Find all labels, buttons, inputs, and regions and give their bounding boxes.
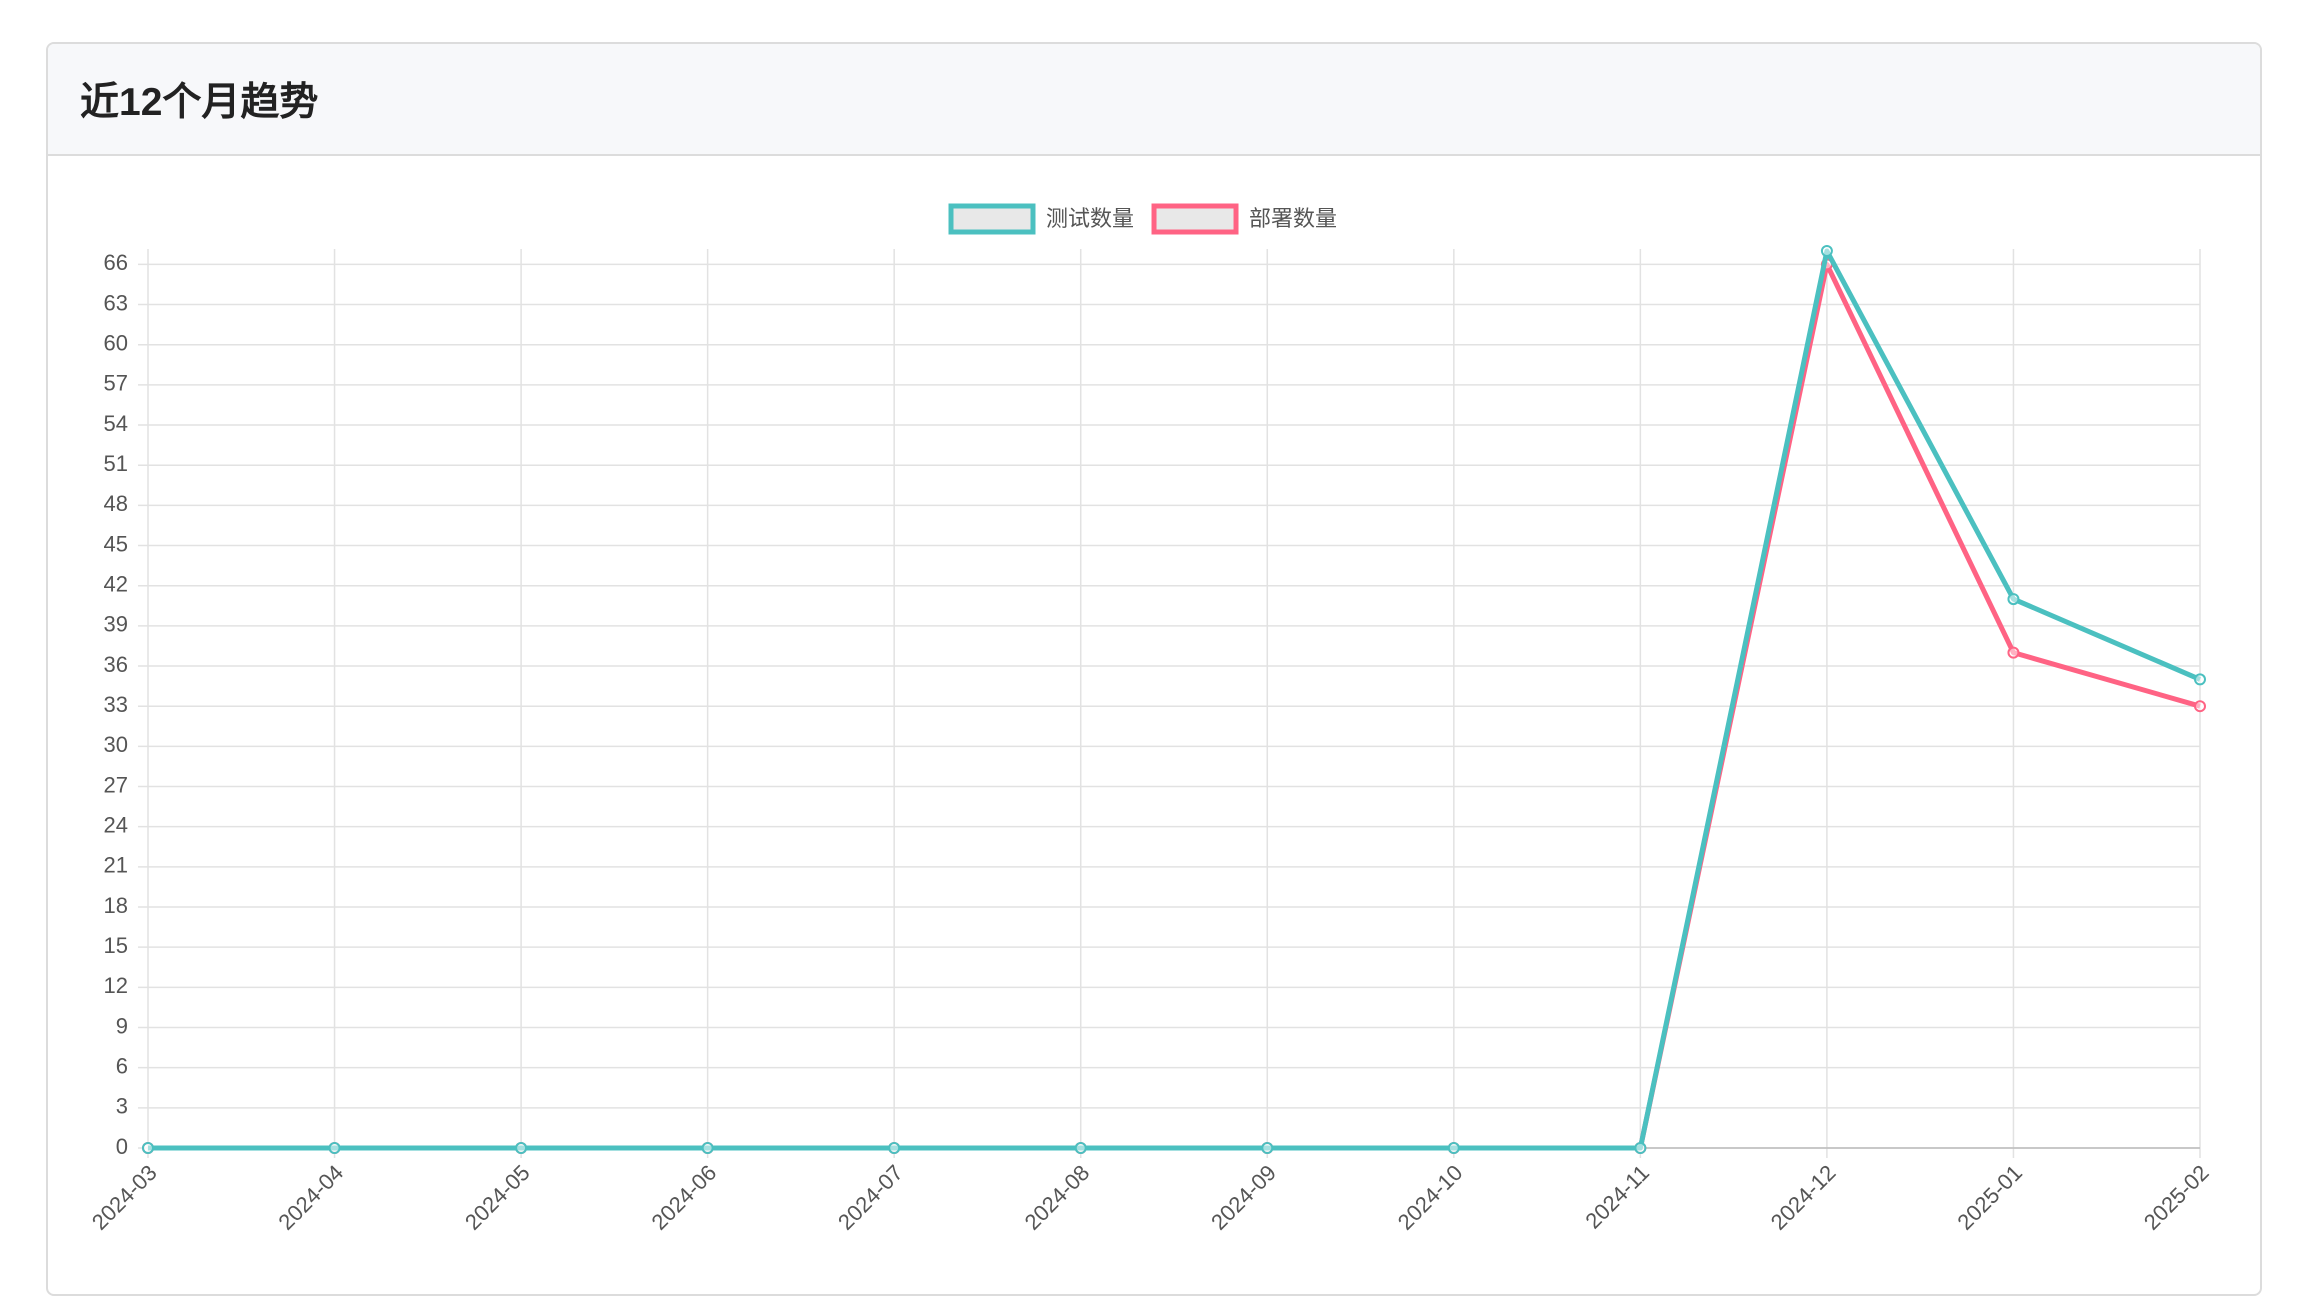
y-tick-label: 6 [116, 1053, 128, 1078]
point [1261, 1142, 1274, 1154]
y-tick-label: 9 [116, 1013, 128, 1038]
y-tick-label: 30 [104, 732, 128, 757]
y-tick-label: 15 [104, 933, 128, 958]
point [1820, 245, 1833, 257]
point [2194, 673, 2206, 686]
y-tick-label: 66 [104, 250, 128, 275]
point [328, 1142, 341, 1154]
x-tick-label: 2024-12 [1766, 1160, 1841, 1235]
y-tick-label: 21 [104, 853, 128, 878]
point [701, 1142, 714, 1154]
y-tick-label: 42 [104, 572, 128, 597]
x-tick-label: 2024-08 [1020, 1160, 1095, 1235]
y-tick-label: 3 [116, 1094, 128, 1119]
point [888, 1142, 901, 1154]
y-tick-label: 18 [104, 893, 128, 918]
legend-swatch [1151, 203, 1239, 235]
x-tick-label: 2025-02 [2139, 1160, 2214, 1235]
y-tick-label: 45 [104, 531, 128, 556]
y-tick-label: 63 [104, 290, 128, 315]
point [2194, 700, 2206, 713]
y-tick-label: 39 [104, 612, 128, 637]
point [1634, 1142, 1647, 1154]
y-tick-label: 12 [104, 973, 128, 998]
y-tick-label: 60 [104, 331, 128, 356]
y-tick-label: 57 [104, 371, 128, 396]
card: 近12个月趋势 [46, 42, 2262, 1296]
point [1074, 1142, 1087, 1154]
legend-label: 测试数量 [1046, 206, 1134, 231]
point [1447, 1142, 1460, 1154]
legend-label: 部署数量 [1249, 206, 1337, 231]
chart-title: 近12个月趋势 [48, 44, 2260, 156]
y-tick-label: 51 [104, 451, 128, 476]
x-tick-label: 2024-11 [1580, 1160, 1654, 1234]
y-tick-label: 27 [104, 772, 128, 797]
y-tick-label: 24 [104, 812, 128, 837]
y-tick-label: 48 [104, 491, 128, 516]
x-tick-label: 2024-06 [647, 1160, 722, 1235]
y-tick-label: 36 [104, 652, 128, 677]
x-tick-label: 2025-01 [1952, 1160, 2027, 1235]
x-tick-label: 2024-04 [273, 1160, 348, 1235]
x-tick-label: 2024-03 [87, 1160, 162, 1235]
y-tick-label: 33 [104, 692, 128, 717]
x-tick-label: 2024-10 [1393, 1160, 1468, 1235]
x-tick-label: 2024-05 [460, 1160, 535, 1235]
x-tick-label: 2024-07 [833, 1160, 908, 1235]
point [2007, 646, 2020, 659]
legend-swatch [948, 203, 1036, 235]
point [515, 1142, 528, 1154]
series-line [148, 248, 2201, 1151]
y-tick-label: 0 [116, 1134, 128, 1159]
point [142, 1142, 154, 1154]
point [2007, 593, 2020, 606]
x-tick-label: 2024-09 [1206, 1160, 1281, 1235]
y-tick-label: 54 [104, 411, 128, 436]
